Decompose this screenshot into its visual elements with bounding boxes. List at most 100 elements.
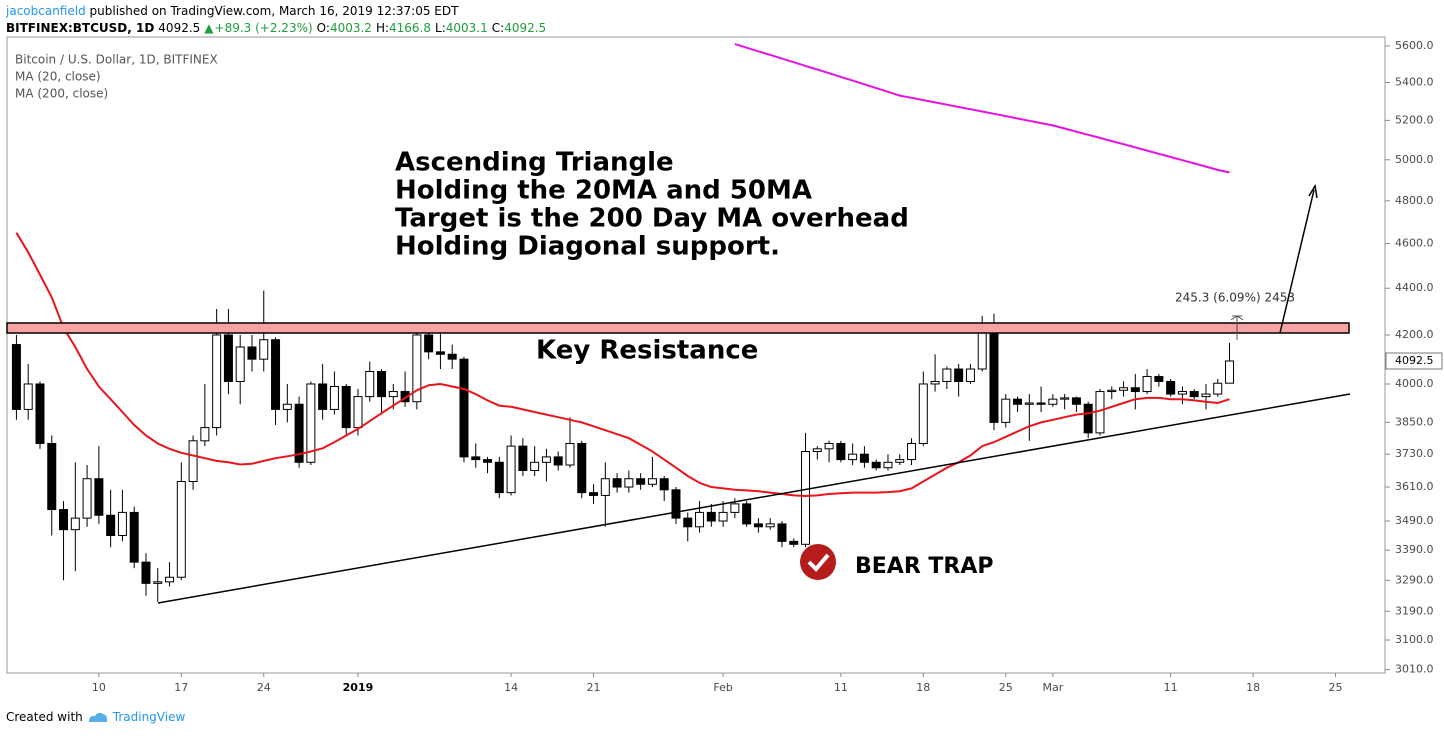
candle-body <box>907 442 917 461</box>
symbol-line: BITFINEX:BTCUSD, 1D 4092.5 ▲+89.3 (+2.23%)… <box>6 21 554 35</box>
x-tick-label: 17 <box>174 681 188 694</box>
candle-body <box>165 576 175 583</box>
candle-body <box>506 445 516 494</box>
check <box>807 553 830 572</box>
candle-body <box>989 327 999 423</box>
candle-body <box>1048 398 1058 405</box>
candle-body <box>1001 398 1011 423</box>
candle-body <box>353 396 363 429</box>
candle-body <box>1166 380 1176 395</box>
candle-body <box>706 511 716 522</box>
ohlc-value: 4092.5 <box>504 21 547 35</box>
candle-body <box>365 370 375 398</box>
y-tick-label: 3730.0 <box>1395 447 1434 460</box>
x-tick-label: Feb <box>713 681 732 694</box>
candle-body <box>435 351 445 355</box>
candle-body <box>117 511 127 537</box>
candle-body <box>954 368 964 382</box>
candle-body <box>824 442 834 450</box>
change: +89.3 (+2.23%) <box>214 21 313 35</box>
logo <box>88 712 107 722</box>
candle-body <box>318 383 328 410</box>
y-tick-label: 4400.0 <box>1395 281 1434 294</box>
ohlc: O:4003.2 H:4166.8 L:4003.1 C:4092.5 <box>317 21 551 35</box>
measure-cap <box>1230 315 1244 321</box>
candle-body <box>282 403 292 410</box>
candle-body <box>47 442 57 511</box>
legend-ma20: MA (20, close) <box>15 70 101 84</box>
ohlc-key: O: <box>316 21 330 35</box>
candle-body <box>1154 375 1164 382</box>
candle-body <box>94 478 104 516</box>
candle-body <box>977 327 987 370</box>
plot-frame <box>6 36 1386 674</box>
candle-body <box>412 334 422 403</box>
candle-body <box>294 403 304 463</box>
candle-body <box>1036 402 1046 405</box>
candle-body <box>1189 391 1199 398</box>
y-tick-label: 5200.0 <box>1395 113 1434 126</box>
candle-body <box>106 514 116 537</box>
candle-body <box>1013 398 1023 405</box>
candle-body <box>341 385 351 429</box>
arrow: ▲ <box>204 21 214 35</box>
candle-body <box>306 383 316 463</box>
x-tick-label: 25 <box>1329 681 1343 694</box>
candle-body <box>730 503 740 513</box>
candle-body <box>553 456 563 466</box>
legend-ma200: MA (200, close) <box>15 87 108 101</box>
note: Holding the 20MA and 50MA <box>395 176 812 206</box>
candle-body <box>624 478 634 488</box>
y-tick-label: 3100.0 <box>1395 633 1434 646</box>
candle-body <box>471 456 481 461</box>
symbol: BITFINEX:BTCUSD, 1D <box>6 21 155 35</box>
y-tick-label: 5000.0 <box>1395 153 1434 166</box>
x-tick-label: 14 <box>504 681 518 694</box>
x-tick-label: 11 <box>834 681 848 694</box>
candle-body <box>129 511 139 563</box>
candle-body <box>836 442 846 461</box>
candle-body <box>753 523 763 528</box>
candle-body <box>1201 393 1211 398</box>
candle-body <box>259 339 269 360</box>
x-tick-label: 24 <box>257 681 271 694</box>
candle-body <box>235 346 245 382</box>
candle-body <box>1177 391 1187 395</box>
candle-body <box>1024 402 1034 405</box>
brand[interactable]: TradingView <box>112 710 186 724</box>
candle-body <box>1119 387 1129 391</box>
marks <box>11 43 1235 602</box>
candle-body <box>1083 403 1093 434</box>
published: published on TradingView.com, March 16, … <box>89 4 459 18</box>
candle-body <box>789 540 799 545</box>
x-tick-label: Mar <box>1042 681 1063 694</box>
y-tick-label: 5400.0 <box>1395 75 1434 88</box>
candle-body <box>636 478 646 485</box>
x-tick-label: 18 <box>1246 681 1260 694</box>
y-tick-label: 3010.0 <box>1395 663 1434 676</box>
x-tick-label: 21 <box>587 681 601 694</box>
price: 4092.5 <box>158 21 201 35</box>
candle-body <box>848 453 858 461</box>
x-tick-label: 18 <box>916 681 930 694</box>
y-tick-label: 4800.0 <box>1395 194 1434 207</box>
candle-body <box>176 480 186 578</box>
resistance-label: Key Resistance <box>536 336 758 366</box>
arrow-head <box>1308 183 1318 199</box>
candle-body <box>589 492 599 496</box>
y-tick-label: 4600.0 <box>1395 237 1434 250</box>
candle-body <box>859 453 869 463</box>
candle-body <box>577 442 587 494</box>
y-tick-label: 5600.0 <box>1395 39 1434 52</box>
candle-body <box>1060 397 1070 400</box>
resistance-zone <box>6 322 1350 334</box>
author[interactable]: jacobcanfield <box>6 4 86 18</box>
candle-body <box>942 368 952 382</box>
note: Ascending Triangle <box>395 148 674 178</box>
candle-body <box>812 448 822 452</box>
target-arrow <box>1279 189 1315 334</box>
candle-body <box>82 478 92 519</box>
y-tick-label: 4200.0 <box>1395 328 1434 341</box>
candle-body <box>671 489 681 519</box>
